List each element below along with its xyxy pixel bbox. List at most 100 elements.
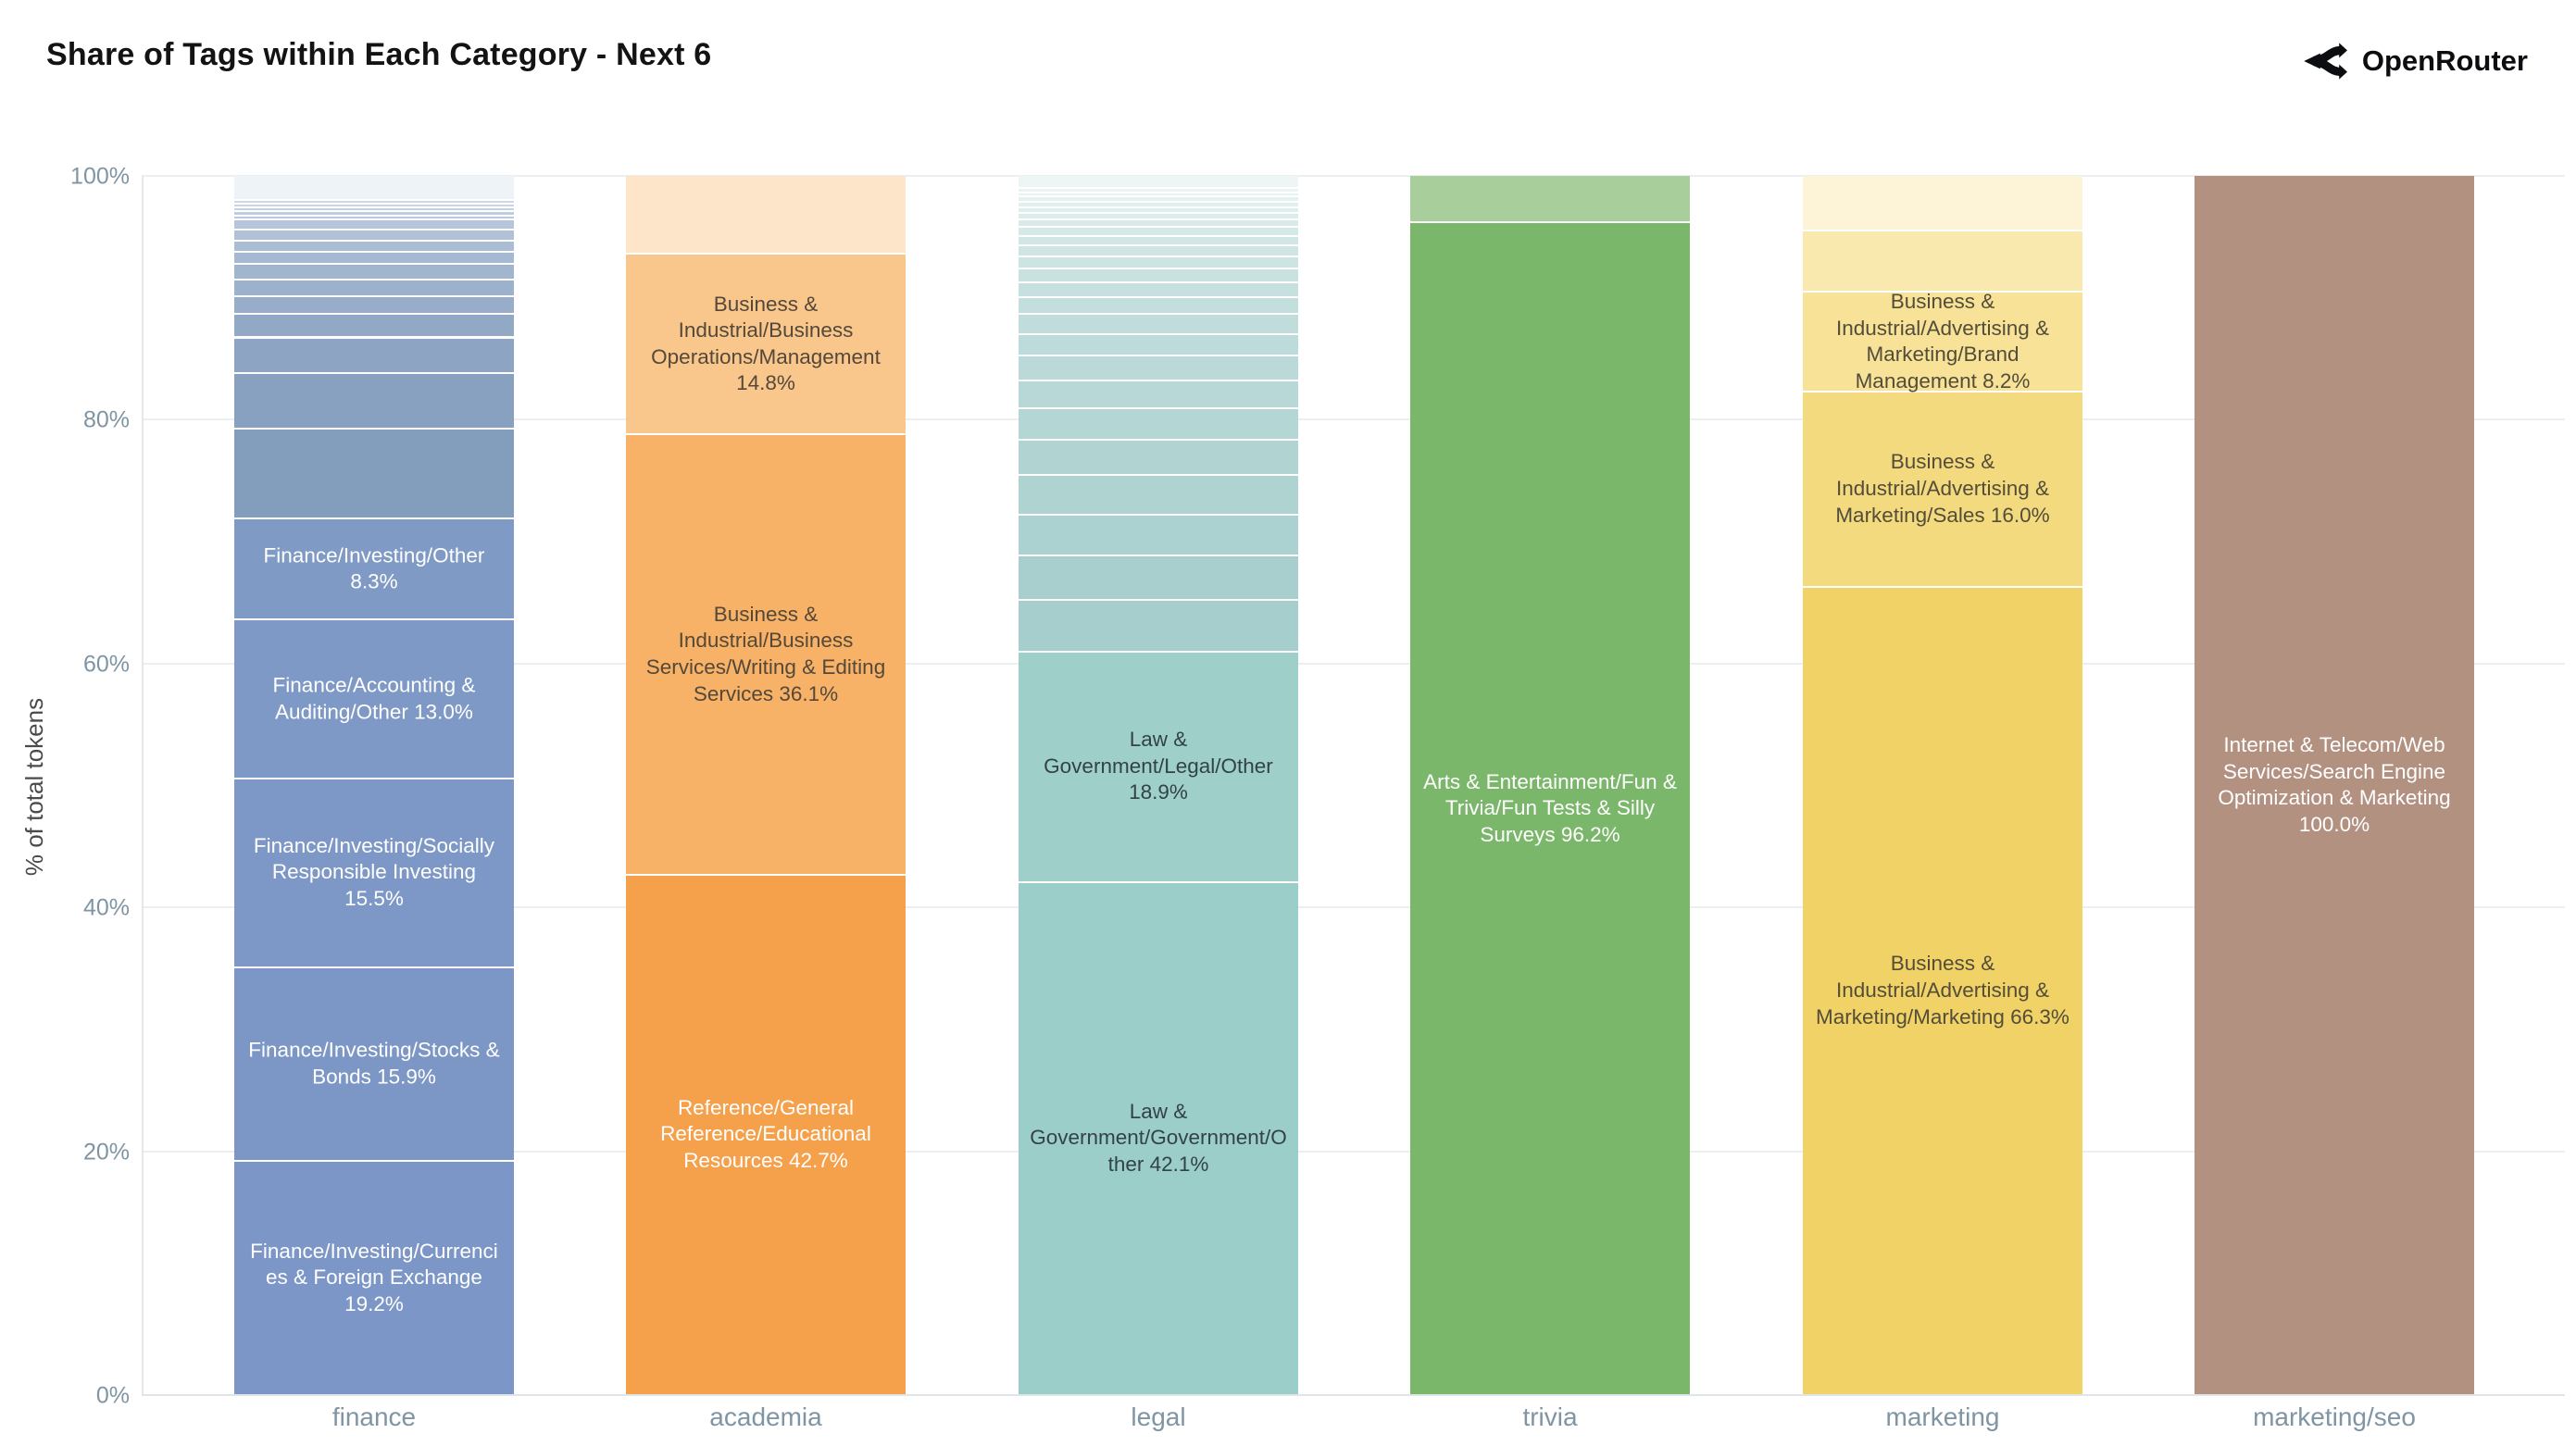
bar-segment-legal-1[interactable] <box>1019 189 1298 192</box>
segment-label: Business & Industrial/Advertising & Mark… <box>1816 952 2070 1028</box>
bar-segment-legal-6[interactable] <box>1019 214 1298 219</box>
bar-segment-marketing-3[interactable]: Business & Industrial/Advertising & Mark… <box>1803 393 2082 586</box>
gridline-40% <box>142 906 2565 909</box>
segment-label: Law & Government/Government/Other 42.1% <box>1030 1099 1287 1177</box>
segment-label: Law & Government/Legal/Other 18.9% <box>1044 728 1273 804</box>
bar-segment-academia-1[interactable]: Business & Industrial/Business Operation… <box>626 255 906 434</box>
bar-segment-legal-21[interactable] <box>1019 476 1298 515</box>
segment-label: Business & Industrial/Business Services/… <box>645 602 886 705</box>
bar-segment-finance-0[interactable] <box>234 176 514 200</box>
x-axis-label-finance: finance <box>331 1402 417 1431</box>
bar-segment-finance-12[interactable] <box>234 296 514 314</box>
bar-segment-legal-16[interactable] <box>1019 334 1298 355</box>
bar-segment-legal-13[interactable] <box>1019 282 1298 297</box>
y-tick-label-0%: 0% <box>95 1382 130 1409</box>
bar-segment-legal-23[interactable] <box>1019 555 1298 600</box>
bar-segment-marketing-4[interactable]: Business & Industrial/Advertising & Mark… <box>1803 587 2082 1394</box>
bar-segment-finance-7[interactable] <box>234 230 514 240</box>
bar-segment-finance-19[interactable]: Finance/Investing/Socially Responsible I… <box>234 779 514 966</box>
gridline-80% <box>142 418 2565 421</box>
segment-label: Business & Industrial/Advertising & Mark… <box>1835 450 2050 527</box>
bar-segment-finance-3[interactable] <box>234 208 514 211</box>
bar-segment-marketing-2[interactable]: Business & Industrial/Advertising & Mark… <box>1803 290 2082 393</box>
bar-segment-finance-9[interactable] <box>234 253 514 264</box>
bar-segment-finance-18[interactable]: Finance/Accounting & Auditing/Other 13.0… <box>234 620 514 778</box>
bar-segment-finance-11[interactable] <box>234 280 514 295</box>
bar-segment-legal-9[interactable] <box>1019 236 1298 245</box>
bar-segment-legal-25[interactable]: Law & Government/Legal/Other 18.9% <box>1019 652 1298 881</box>
segment-label: Finance/Investing/Other 8.3% <box>263 543 485 593</box>
bar-segment-legal-10[interactable] <box>1019 246 1298 256</box>
bar-segment-legal-12[interactable] <box>1019 269 1298 281</box>
bar-segment-academia-0[interactable] <box>626 176 906 254</box>
bar-segment-finance-2[interactable] <box>234 205 514 207</box>
segment-label: Finance/Accounting & Auditing/Other 13.0… <box>272 673 476 723</box>
bar-segment-trivia-1[interactable]: Arts & Entertainment/Fun & Trivia/Fun Te… <box>1410 223 1690 1394</box>
gridline-20% <box>142 1150 2565 1153</box>
bar-segment-legal-17[interactable] <box>1019 356 1298 380</box>
bar-segment-finance-16[interactable] <box>234 430 514 518</box>
bar-segment-legal-22[interactable] <box>1019 516 1298 555</box>
x-axis-label-legal: legal <box>1131 1402 1186 1431</box>
y-tick-label-40%: 40% <box>82 894 130 921</box>
segment-label: Arts & Entertainment/Fun & Trivia/Fun Te… <box>1423 769 1677 846</box>
bar-segment-legal-3[interactable] <box>1019 197 1298 201</box>
bar-segment-finance-13[interactable] <box>234 315 514 337</box>
bar-segment-finance-6[interactable] <box>234 220 514 229</box>
bar-segment-finance-15[interactable] <box>234 373 514 429</box>
x-axis-label-marketing-seo: marketing/seo <box>2253 1402 2416 1431</box>
bar-segment-legal-18[interactable] <box>1019 380 1298 407</box>
bar-segment-marketing-1[interactable] <box>1803 231 2082 292</box>
bar-segment-legal-20[interactable] <box>1019 441 1298 475</box>
x-axis-label-marketing: marketing <box>1885 1402 2000 1431</box>
bar-segment-legal-8[interactable] <box>1019 228 1298 235</box>
segment-label: Reference/General Reference/Educational … <box>660 1095 871 1173</box>
x-axis-label-academia: academia <box>709 1402 822 1431</box>
bar-segment-legal-19[interactable] <box>1019 408 1298 440</box>
bar-segment-finance-21[interactable]: Finance/Investing/Currencies & Foreign E… <box>234 1162 514 1394</box>
y-tick-label-60%: 60% <box>82 651 130 678</box>
bar-segment-legal-11[interactable] <box>1019 256 1298 268</box>
bar-segment-marketing-seo-0[interactable]: Internet & Telecom/Web Services/Search E… <box>2195 176 2474 1394</box>
openrouter-fork-icon <box>2304 43 2347 80</box>
bar-segment-legal-5[interactable] <box>1019 207 1298 213</box>
bar-segment-finance-8[interactable] <box>234 241 514 252</box>
bar-segment-finance-4[interactable] <box>234 212 514 215</box>
bar-segment-finance-20[interactable]: Finance/Investing/Stocks & Bonds 15.9% <box>234 967 514 1161</box>
page-title: Share of Tags within Each Category - Nex… <box>46 37 712 72</box>
segment-label: Finance/Investing/Stocks & Bonds 15.9% <box>248 1038 500 1089</box>
bar-segment-legal-14[interactable] <box>1019 298 1298 314</box>
bar-segment-trivia-0[interactable] <box>1410 176 1690 222</box>
segment-label: Finance/Investing/Currencies & Foreign E… <box>250 1239 498 1315</box>
bar-segment-legal-26[interactable]: Law & Government/Government/Other 42.1% <box>1019 882 1298 1394</box>
segment-label: Internet & Telecom/Web Services/Search E… <box>2218 732 2451 836</box>
bar-segment-legal-15[interactable] <box>1019 315 1298 333</box>
bar-segment-legal-4[interactable] <box>1019 202 1298 206</box>
y-axis-line <box>142 176 144 1395</box>
bar-segment-legal-2[interactable] <box>1019 193 1298 196</box>
gridline-60% <box>142 662 2565 665</box>
bar-segment-marketing-0[interactable] <box>1803 176 2082 231</box>
bar-segment-finance-14[interactable] <box>234 338 514 372</box>
bar-segment-academia-3[interactable]: Reference/General Reference/Educational … <box>626 875 906 1394</box>
bar-segment-finance-5[interactable] <box>234 216 514 219</box>
openrouter-logo: OpenRouter <box>2299 41 2528 81</box>
bar-segment-finance-17[interactable]: Finance/Investing/Other 8.3% <box>234 519 514 619</box>
gridline-100% <box>142 175 2565 177</box>
segment-label: Business & Industrial/Business Operation… <box>651 292 881 395</box>
bar-segment-legal-0[interactable] <box>1019 176 1298 188</box>
y-tick-label-100%: 100% <box>70 163 130 190</box>
bar-segment-legal-24[interactable] <box>1019 601 1298 651</box>
y-tick-label-80%: 80% <box>82 406 130 433</box>
segment-label: Business & Industrial/Advertising & Mark… <box>1835 289 2050 393</box>
bar-segment-legal-7[interactable] <box>1019 220 1298 227</box>
x-axis-label-trivia: trivia <box>1522 1402 1578 1431</box>
bar-segment-academia-2[interactable]: Business & Industrial/Business Services/… <box>626 435 906 874</box>
x-axis-line <box>142 1394 2565 1396</box>
bar-segment-finance-10[interactable] <box>234 265 514 279</box>
segment-label: Finance/Investing/Socially Responsible I… <box>253 833 495 910</box>
y-tick-label-20%: 20% <box>82 1139 130 1166</box>
openrouter-wordmark: OpenRouter <box>2361 44 2528 77</box>
bar-segment-finance-1[interactable] <box>234 201 514 204</box>
